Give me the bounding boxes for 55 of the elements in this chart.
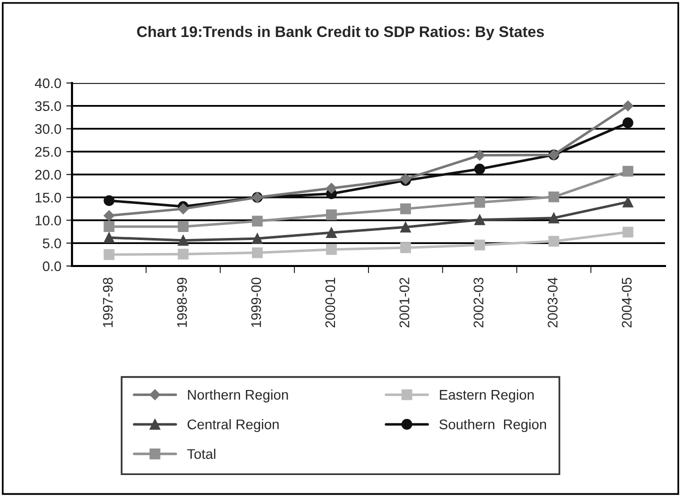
point (104, 249, 114, 260)
point (252, 247, 263, 258)
point (622, 166, 634, 177)
point (252, 233, 263, 244)
x-tick-label: 2003-04 (548, 278, 558, 328)
point (548, 192, 560, 202)
point (622, 117, 634, 128)
legend-label: Central Region (188, 419, 279, 432)
x-tick-label: 2004-05 (622, 278, 632, 328)
point (622, 196, 634, 208)
legend-label: Eastern Region (440, 390, 534, 402)
x-tick-label: 2000-01 (325, 278, 336, 328)
y-tick-label: 0.0 (42, 261, 62, 272)
point (474, 164, 486, 174)
y-tick-label: 30.0 (35, 124, 62, 134)
legend-label: Northern Region (188, 390, 288, 402)
point (104, 232, 114, 244)
point (474, 197, 486, 208)
y-tick-label: 10.0 (36, 216, 62, 226)
point (326, 182, 337, 194)
x-tick-label: 1997-98 (102, 278, 113, 328)
point (178, 248, 189, 260)
y-tick-label: 15.0 (36, 192, 62, 203)
legend-label: Total (187, 448, 216, 459)
point (400, 222, 411, 232)
point (474, 150, 486, 161)
y-tick-label: 25.0 (35, 146, 62, 157)
y-tick-label: 20.0 (35, 170, 62, 180)
chart-title: Chart 19:Trends in Bank Credit to SDP Ratios: By States (137, 26, 544, 40)
point (252, 216, 263, 227)
point (622, 226, 634, 238)
point (474, 214, 486, 226)
x-tick-label: 2001-02 (399, 278, 410, 328)
y-tick-label: 35.0 (35, 101, 62, 112)
point (400, 203, 411, 214)
point (326, 227, 337, 238)
point (178, 221, 189, 232)
point (400, 242, 411, 254)
y-tick-label: 5.0 (42, 238, 62, 248)
point (326, 244, 337, 255)
point (104, 221, 114, 232)
legend-label: Southern Region (439, 419, 546, 432)
y-tick-label: 40.0 (34, 78, 62, 88)
x-tick-label: 2002-03 (474, 278, 484, 328)
point (622, 100, 634, 112)
point (548, 236, 560, 247)
point (326, 209, 337, 220)
point (178, 235, 189, 246)
point (178, 203, 189, 214)
x-tick-label: 1999-00 (251, 278, 262, 328)
x-tick-label: 1998-99 (177, 278, 187, 328)
point (474, 240, 486, 250)
point (104, 210, 114, 222)
point (548, 212, 560, 224)
point (104, 195, 114, 206)
